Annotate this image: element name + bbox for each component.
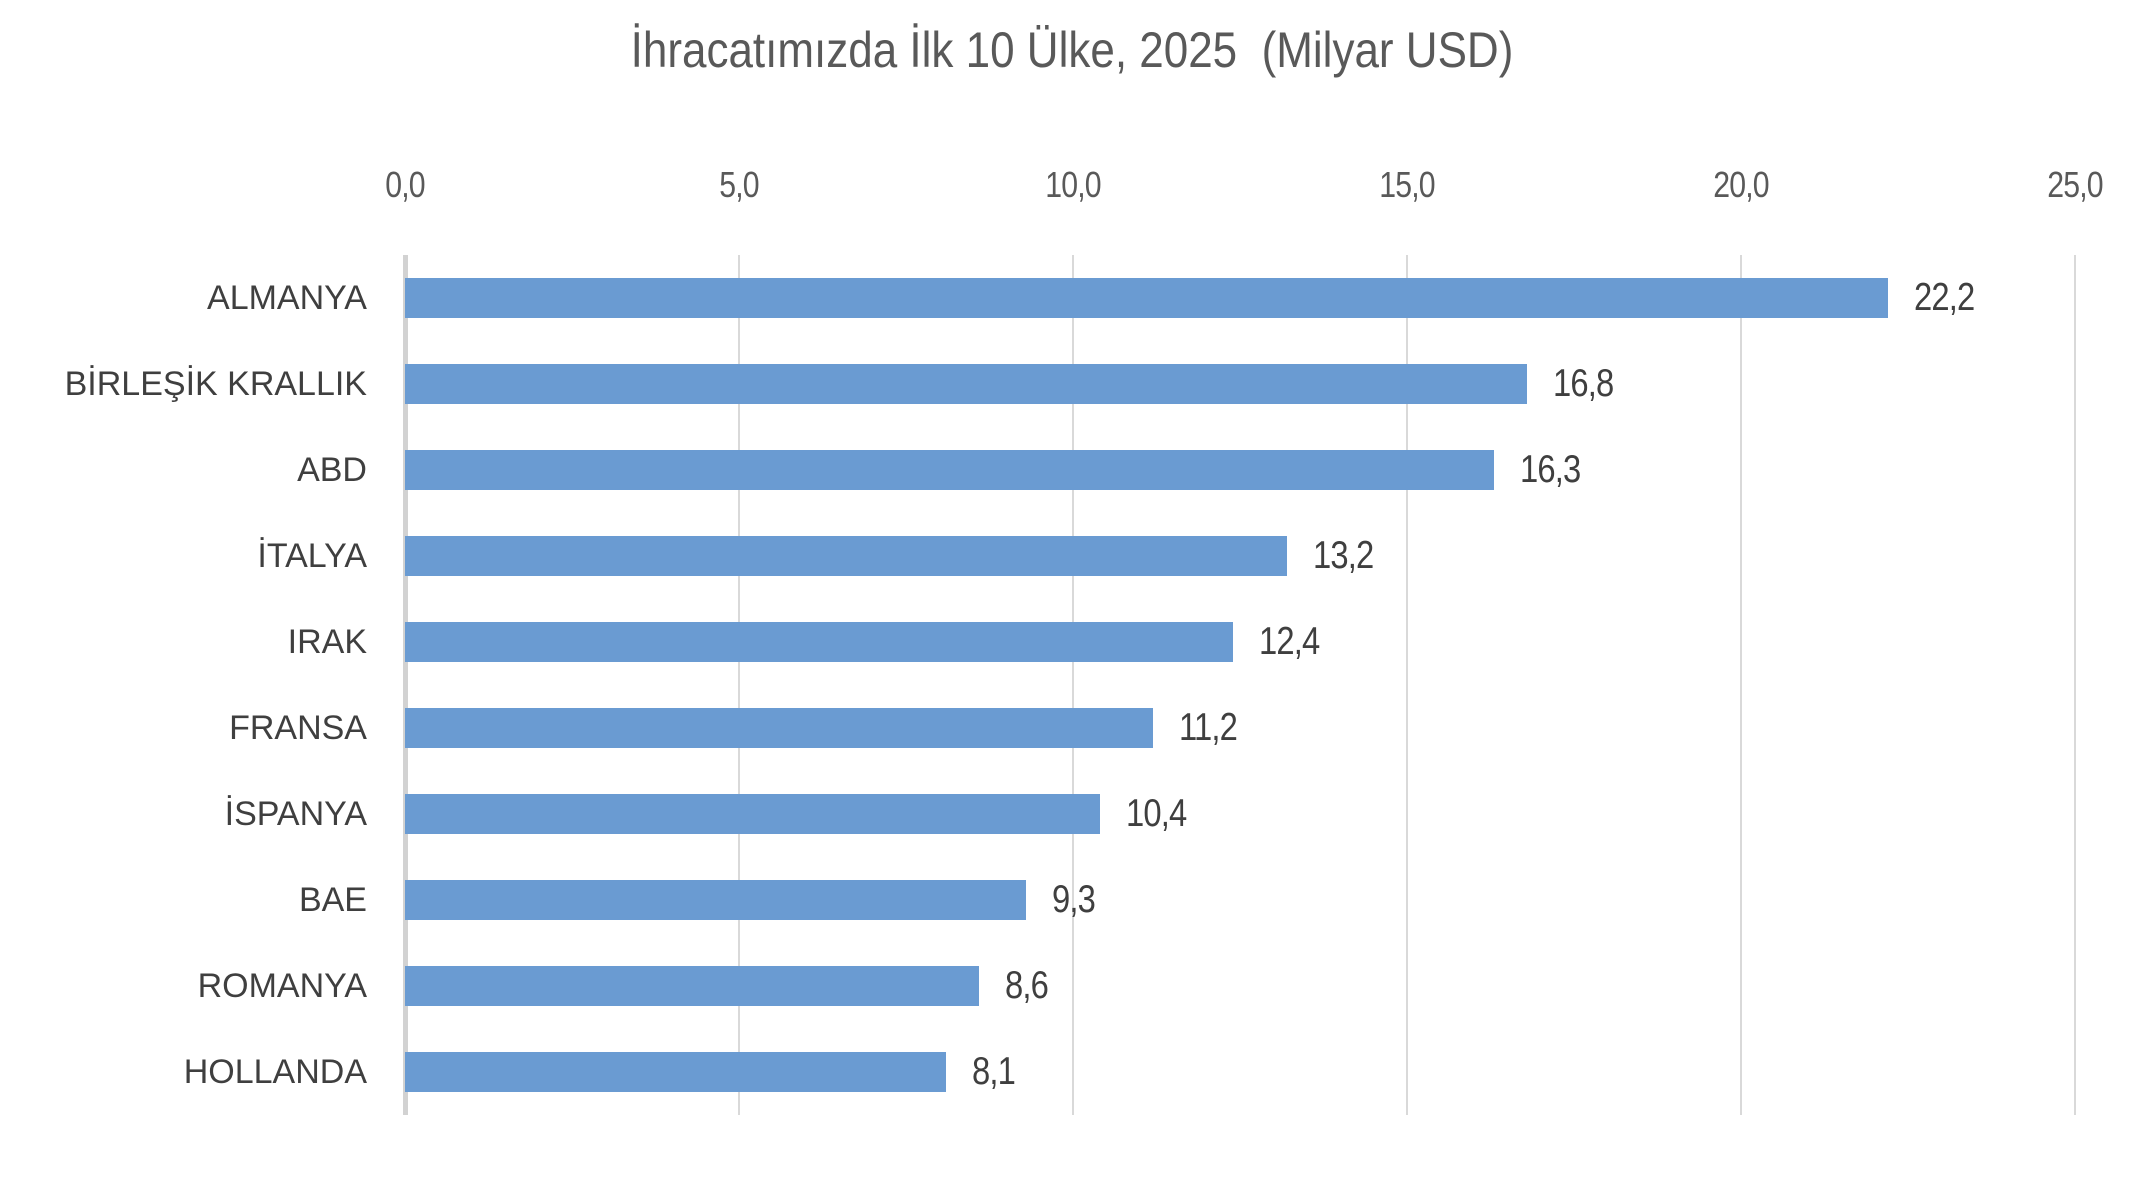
bar-track: 8,1 [405,1029,2075,1115]
chart-row: BİRLEŞİK KRALLIK 16,8 [0,341,2075,427]
x-axis-tick-label: 0,0 [385,164,425,205]
category-label: ABD [297,450,367,489]
bar-track: 16,8 [405,341,2075,427]
category-label: IRAK [287,622,367,661]
chart-row: HOLLANDA 8,1 [0,1029,2075,1115]
bar-track: 11,2 [405,685,2075,771]
bar-track: 8,6 [405,943,2075,1029]
chart-row: BAE 9,3 [0,857,2075,943]
x-axis-tick-label: 5,0 [719,164,759,205]
value-label: 22,2 [1913,276,1975,319]
x-axis: 0,0 5,0 10,0 15,0 20,0 25,0 [385,164,2103,216]
bar [405,1052,947,1092]
category-label: İTALYA [257,536,367,575]
category-label: ALMANYA [207,278,367,317]
bar-track: 22,2 [405,255,2075,341]
value-label: 12,4 [1259,620,1320,663]
chart-title: İhracatımızda İlk 10 Ülke, 2025 (Milyar … [630,22,1514,78]
value-label: 8,1 [972,1050,1016,1093]
category-axis-line [403,255,408,1115]
x-axis-tick-label: 20,0 [1713,164,1769,205]
category-label: BİRLEŞİK KRALLIK [64,364,367,403]
grid-layer [403,255,2076,1115]
chart-row: İSPANYA 10,4 [0,771,2075,857]
category-label: FRANSA [229,708,367,747]
bar [405,278,1888,318]
category-label: BAE [298,880,367,919]
bar [405,450,1494,490]
gridline [1406,255,1408,1115]
gridline [2074,255,2076,1115]
gridline [1072,255,1074,1115]
chart-row: İTALYA 13,2 [0,513,2075,599]
x-axis-tick-label: 10,0 [1045,164,1101,205]
bar-track: 16,3 [405,427,2075,513]
value-label: 16,3 [1519,448,1581,491]
bar-track: 9,3 [405,857,2075,943]
bar [405,622,1234,662]
category-label: HOLLANDA [183,1052,367,1091]
chart-row: ABD 16,3 [0,427,2075,513]
value-label: 13,2 [1312,534,1374,577]
value-label: 9,3 [1052,878,1096,921]
value-label: 16,8 [1553,362,1614,405]
gridline [738,255,740,1115]
bar [405,708,1154,748]
bar-track: 13,2 [405,513,2075,599]
chart-row: FRANSA 11,2 [0,685,2075,771]
x-axis-tick-label: 15,0 [1379,164,1435,205]
value-label: 10,4 [1125,792,1187,835]
value-label: 8,6 [1005,964,1049,1007]
bar [405,536,1287,576]
category-label: İSPANYA [224,794,367,833]
bar [405,364,1528,404]
bar [405,794,1100,834]
chart-row: IRAK 12,4 [0,599,2075,685]
bar [405,880,1027,920]
bar [405,966,980,1006]
plot-area: ALMANYA 22,2 BİRLEŞİK KRALLIK 16,8 ABD 1… [0,255,2076,1115]
category-label: ROMANYA [197,966,367,1005]
bar-rows: ALMANYA 22,2 BİRLEŞİK KRALLIK 16,8 ABD 1… [0,255,2075,1115]
x-axis-tick-label: 25,0 [2047,164,2103,205]
chart-row: ROMANYA 8,6 [0,943,2075,1029]
bar-track: 12,4 [405,599,2075,685]
gridline [1740,255,1742,1115]
chart-row: ALMANYA 22,2 [0,255,2075,341]
value-label: 11,2 [1179,706,1238,749]
bar-track: 10,4 [405,771,2075,857]
